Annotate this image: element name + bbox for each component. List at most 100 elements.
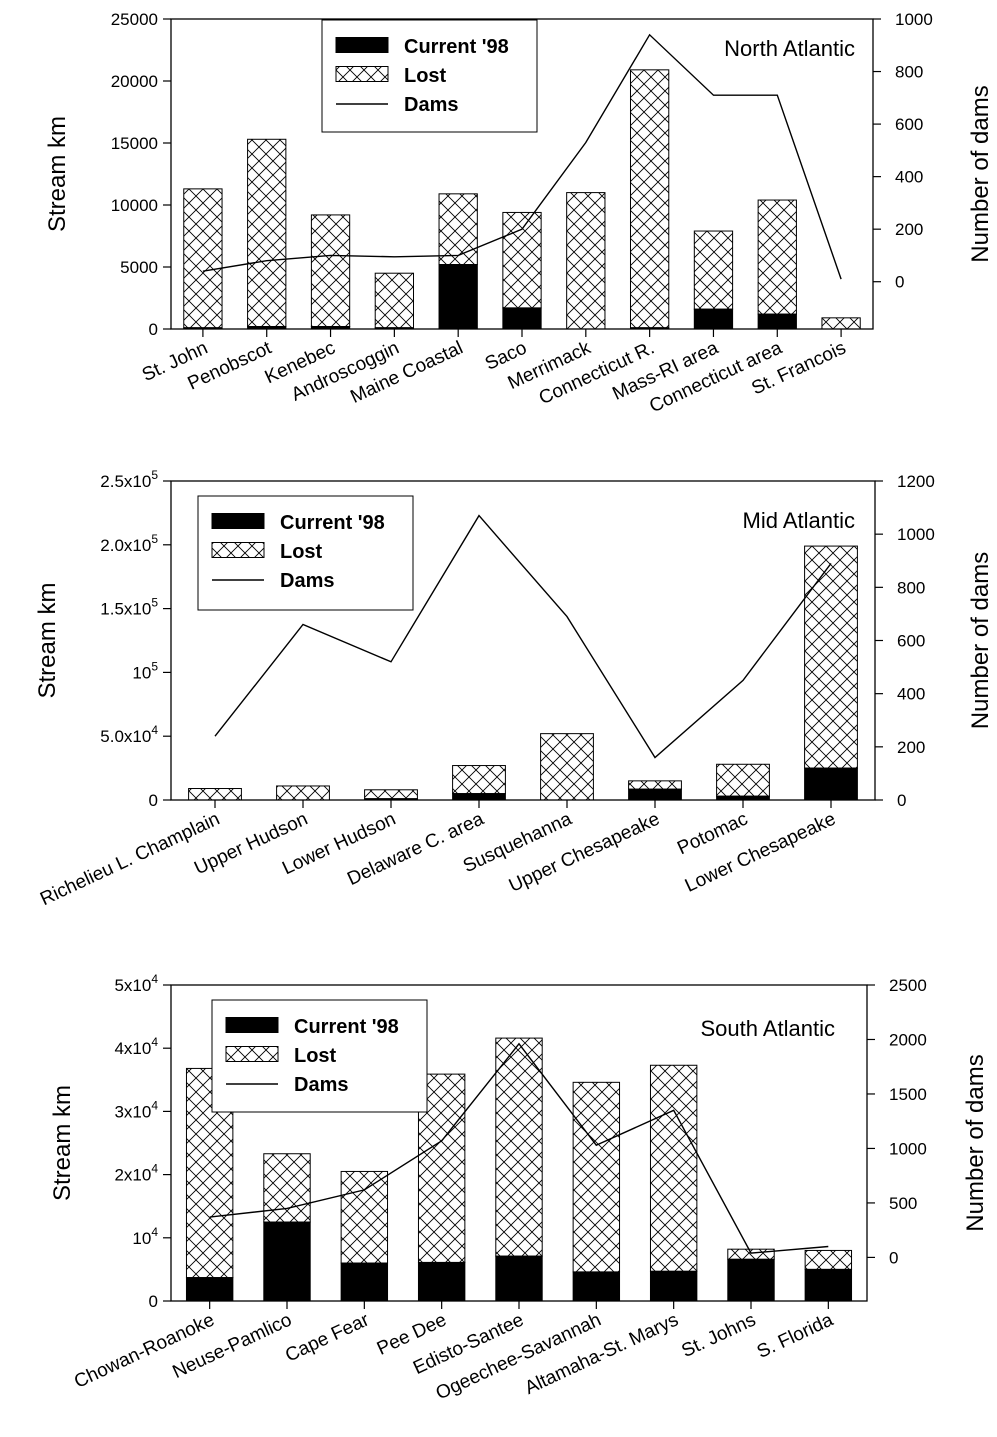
dams-line — [209, 1042, 829, 1254]
y-tick-label: 0 — [149, 320, 158, 339]
bar-current-5 — [438, 264, 478, 330]
bar-current-4 — [452, 793, 506, 801]
bar-lost-7 — [716, 763, 770, 797]
legend-swatch-lost — [335, 66, 389, 82]
y-axis-title: Stream km — [44, 116, 71, 232]
bar-lost-1 — [188, 788, 242, 801]
bar-lost-2 — [263, 1153, 311, 1223]
bar-lost-11 — [821, 317, 861, 330]
y-tick-label: 2.5x105 — [100, 468, 158, 491]
bar-lost-6 — [628, 780, 682, 790]
bar-lost-4 — [374, 272, 415, 329]
dams-line — [202, 33, 842, 280]
y2-tick-label: 0 — [889, 1248, 898, 1267]
y2-tick-label: 500 — [889, 1194, 917, 1213]
y2-tick-label: 800 — [895, 63, 923, 82]
bar-lost-1 — [183, 188, 223, 329]
bar-lost-9 — [693, 230, 734, 310]
bar-current-3 — [340, 1262, 389, 1302]
bar-lost-3 — [310, 214, 351, 328]
x-tick-label: Lower Chesapeake — [682, 808, 839, 896]
y-tick-label: 5x104 — [114, 972, 158, 995]
bar-current-5 — [495, 1255, 543, 1302]
legend-swatch-current — [335, 37, 389, 53]
legend-label: Lost — [294, 1045, 337, 1067]
bar-current-6 — [502, 307, 542, 330]
legend-label: Dams — [404, 94, 458, 116]
bar-lost-8 — [804, 545, 858, 769]
y2-tick-label: 200 — [897, 738, 925, 757]
bar-lost-4 — [452, 765, 506, 795]
y-axis-title: Stream km — [34, 582, 61, 698]
legend-label: Dams — [294, 1074, 348, 1096]
region-label: North Atlantic — [724, 36, 855, 61]
bar-current-1 — [185, 1277, 234, 1302]
y-tick-label: 25000 — [111, 10, 158, 29]
legend-swatch-lost — [211, 542, 265, 558]
y2-axis-title: Number of dams — [967, 85, 994, 262]
bar-current-9 — [804, 1268, 853, 1302]
x-tick-label: Cape Fear — [282, 1309, 373, 1366]
y-tick-label: 10000 — [111, 196, 158, 215]
y2-tick-label: 0 — [897, 791, 906, 810]
bar-current-2 — [263, 1221, 311, 1302]
x-tick-label: S. Florida — [754, 1309, 837, 1363]
y-tick-label: 0 — [149, 791, 158, 810]
bar-lost-9 — [804, 1249, 853, 1270]
legend-label: Lost — [280, 541, 323, 563]
bar-current-10 — [757, 313, 797, 330]
y2-tick-label: 1200 — [897, 472, 935, 491]
y-tick-label: 1.5x105 — [100, 596, 158, 619]
y2-tick-label: 200 — [895, 220, 923, 239]
bar-lost-3 — [364, 789, 418, 800]
chart-panel-2: 0 5.0x104 105 1.5x105 2.0x105 2.5x105 0 200 400 6… — [34, 468, 994, 910]
legend-swatch-current — [225, 1017, 279, 1033]
bar-lost-5 — [438, 193, 478, 266]
y2-axis-title: Number of dams — [967, 552, 994, 729]
y2-tick-label: 1500 — [889, 1085, 927, 1104]
x-tick-label: Upper Chesapeake — [506, 808, 663, 896]
legend-label: Current '98 — [280, 512, 385, 534]
y-tick-label: 2.0x105 — [100, 532, 158, 555]
y2-tick-label: 800 — [897, 578, 925, 597]
bar-current-7 — [649, 1270, 698, 1302]
region-label: Mid Atlantic — [743, 508, 856, 533]
y-tick-label: 3x104 — [114, 1098, 158, 1121]
bar-current-4 — [417, 1261, 466, 1302]
bar-current-6 — [628, 788, 682, 801]
legend-swatch-current — [211, 513, 265, 529]
bar-current-9 — [693, 308, 734, 330]
y-tick-label: 15000 — [111, 134, 158, 153]
bar-current-8 — [804, 767, 858, 801]
y2-tick-label: 2000 — [889, 1030, 927, 1049]
legend-label: Lost — [404, 65, 447, 87]
bar-current-6 — [572, 1271, 621, 1302]
region-label: South Atlantic — [700, 1016, 835, 1041]
chart-panel-3: 0 104 2x104 3x104 4x104 5x104 0 500 1000 1500 2000… — [49, 972, 989, 1404]
y2-tick-label: 2500 — [889, 976, 927, 995]
dams-line — [214, 514, 832, 759]
bar-lost-6 — [572, 1081, 621, 1273]
y2-tick-label: 1000 — [897, 525, 935, 544]
y2-tick-label: 400 — [895, 168, 923, 187]
bar-lost-10 — [757, 199, 797, 315]
y-tick-label: 104 — [132, 1225, 158, 1248]
y-tick-label: 105 — [132, 659, 158, 682]
y2-tick-label: 600 — [895, 115, 923, 134]
y2-tick-label: 1000 — [895, 10, 933, 29]
y-tick-label: 5.0x104 — [100, 723, 158, 746]
bar-lost-7 — [649, 1064, 698, 1272]
y-tick-label: 2x104 — [114, 1162, 158, 1185]
bar-lost-5 — [495, 1037, 543, 1257]
legend-label: Current '98 — [404, 36, 509, 58]
y-tick-label: 4x104 — [114, 1035, 158, 1058]
legend-label: Current '98 — [294, 1016, 399, 1038]
bar-lost-2 — [247, 138, 287, 328]
legend: Current '98 Lost Dams — [211, 999, 428, 1113]
y-tick-label: 5000 — [120, 258, 158, 277]
bar-lost-5 — [540, 733, 594, 801]
y2-tick-label: 400 — [897, 685, 925, 704]
chart-panel-1: 0 5000 10000 15000 20000 25000 0 200 400 600 800 10… — [44, 10, 994, 417]
legend: Current '98 Lost Dams — [321, 19, 538, 133]
